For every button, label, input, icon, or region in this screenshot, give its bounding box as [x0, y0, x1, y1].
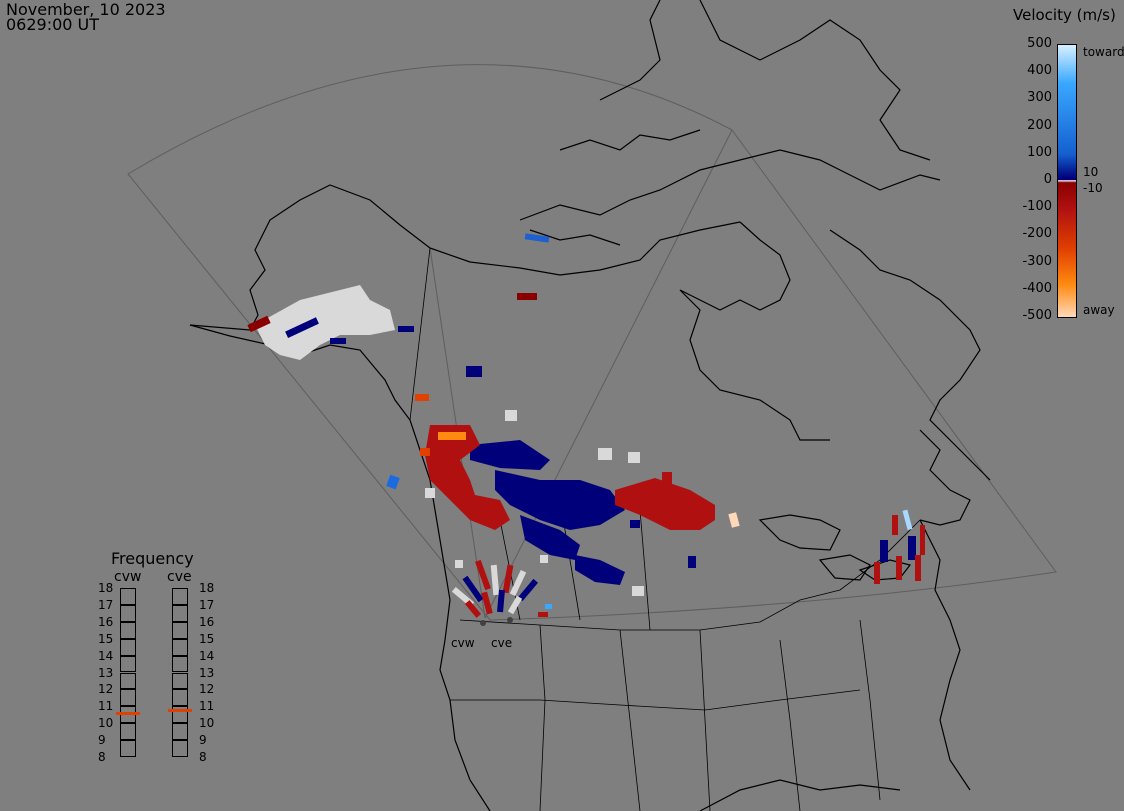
freq-level-label: 12 [98, 682, 114, 697]
freq-level-label: 16 [98, 614, 114, 629]
freq-cell [120, 604, 136, 622]
freq-level-label: 17 [199, 597, 215, 612]
freq-cell [172, 723, 188, 741]
freq-cell [120, 689, 136, 707]
freq-level-label: 11 [98, 699, 114, 714]
freq-cell [172, 689, 188, 707]
colorbar-ticks: 500 400 300 200 100 0 -100 -200 -300 -400 -500 [1012, 33, 1052, 323]
colorbar-tick-label: -200 [1022, 226, 1052, 242]
freq-cell [120, 621, 136, 639]
freq-column-cve [168, 588, 192, 757]
velocity-toward [285, 233, 916, 609]
freq-cell [120, 740, 136, 757]
freq-column-cvw [116, 588, 140, 757]
colorbar-tick-label: 400 [1027, 63, 1052, 79]
freq-radar-label: cve [167, 569, 192, 585]
colorbar-tick-label: -400 [1022, 280, 1052, 296]
colorbar-tick-label: -500 [1022, 308, 1052, 323]
ground-scatter [255, 285, 644, 596]
freq-level-label: 14 [199, 648, 215, 663]
freq-level-label: 16 [199, 614, 215, 629]
freq-level-label: 10 [199, 716, 215, 731]
radar-site-label: cvw [451, 636, 475, 650]
colorbar-tick-label: -300 [1022, 253, 1052, 269]
away-label: away [1083, 303, 1115, 317]
freq-cell [120, 723, 136, 741]
borders [409, 247, 921, 811]
freq-level-label: 9 [98, 733, 106, 748]
toward-label: toward [1083, 45, 1124, 59]
freq-level-label: 8 [98, 750, 106, 764]
freq-level-label: 14 [98, 648, 114, 663]
freq-cell [120, 672, 136, 690]
freq-level-label: 12 [199, 682, 215, 697]
frequency-title: Frequency [111, 549, 194, 568]
freq-level-label: 11 [199, 699, 215, 714]
colorbar-inner-label: -10 [1083, 181, 1103, 195]
freq-cell [172, 740, 188, 757]
colorbar-inner-label: 10 [1083, 165, 1099, 179]
colorbar-tick-label: 200 [1027, 117, 1052, 133]
freq-cell [172, 588, 188, 605]
freq-cell [172, 638, 188, 656]
colorbar-tick-label: -100 [1022, 199, 1052, 215]
freq-level-label: 9 [199, 733, 207, 748]
freq-radar-label: cvw [114, 569, 142, 585]
colorbar-tick-label: 300 [1027, 90, 1052, 106]
velocity-colorbar [1057, 44, 1077, 318]
freq-cell [172, 706, 188, 724]
freq-level-label: 13 [199, 665, 215, 680]
freq-value-marker [168, 708, 192, 712]
freq-level-label: 13 [98, 665, 114, 680]
freq-cell [172, 655, 188, 673]
freq-cell [172, 672, 188, 690]
colorbar-tick-label: 0 [1043, 172, 1052, 187]
freq-cell [120, 655, 136, 673]
colorbar-tick-label: 100 [1027, 144, 1052, 160]
freq-level-label: 17 [98, 597, 114, 612]
freq-cell [120, 588, 136, 605]
velocity-away [247, 293, 925, 617]
date-label: November, 10 2023 [6, 0, 166, 19]
freq-level-label: 15 [98, 631, 114, 646]
freq-level-label: 18 [98, 581, 114, 595]
velocity-colorbar-title: Velocity (m/s) [1013, 6, 1116, 24]
freq-value-marker [116, 712, 140, 716]
freq-level-label: 15 [199, 631, 215, 646]
coastlines [189, 0, 991, 811]
radar-site-label: cve [491, 636, 513, 650]
freq-cell [120, 638, 136, 656]
freq-level-label: 8 [199, 750, 207, 764]
near-radar-fan [451, 555, 548, 626]
colorbar-tick-label: 500 [1027, 36, 1052, 51]
freq-cell [172, 621, 188, 639]
freq-level-label: 18 [199, 581, 215, 595]
freq-cell [172, 604, 188, 622]
time-label: 0629:00 UT [6, 15, 100, 34]
freq-level-label: 10 [98, 716, 114, 731]
